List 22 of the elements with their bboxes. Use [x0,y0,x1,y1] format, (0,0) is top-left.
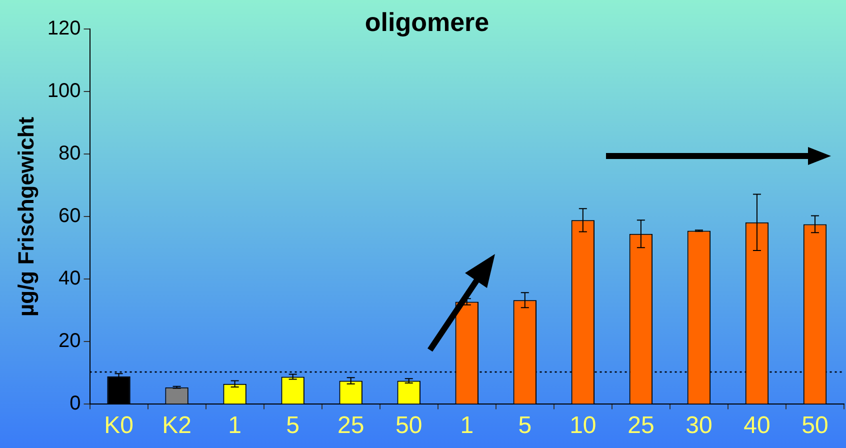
y-tick-label: 120 [47,18,81,40]
x-tick-label: 30 [686,412,712,440]
x-tick-label: 1 [228,412,242,440]
x-tick-label: 25 [628,412,654,440]
x-tick-label: 10 [570,412,596,440]
x-tick-label: 1 [460,412,474,440]
x-tick-label: 5 [518,412,532,440]
y-tick-label: 0 [70,392,81,415]
y-axis-title: µg/g Frischgewicht [13,116,38,317]
x-tick-label: 5 [286,412,300,440]
y-tick-label: 40 [58,268,81,290]
y-tick-label: 60 [58,205,81,228]
x-tick-label: 50 [802,412,828,440]
x-tick-label: 25 [337,412,364,440]
y-tick-label: 20 [58,330,81,352]
y-tick-label: 100 [47,80,81,102]
x-tick-label: 50 [396,412,422,440]
y-tick-label: 80 [58,142,81,165]
chart-title: oligomere [364,6,490,37]
x-tick-label: K0 [104,412,134,440]
x-tick-label: 40 [744,412,770,440]
x-tick-label: K2 [162,412,192,440]
